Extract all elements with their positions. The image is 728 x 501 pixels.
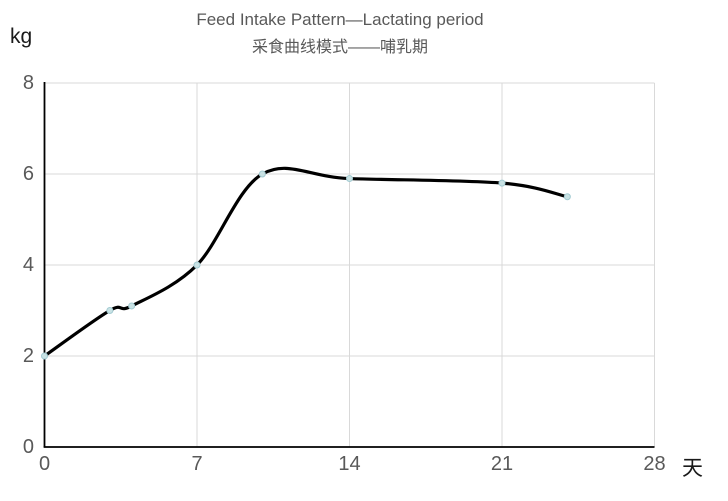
x-tick-label: 7 — [191, 453, 203, 475]
data-point-marker — [41, 352, 48, 360]
data-point-marker — [498, 179, 506, 187]
data-point-marker — [258, 170, 266, 178]
y-tick-label: 0 — [22, 436, 34, 458]
x-tick-label: 28 — [643, 453, 666, 475]
y-tick-label: 4 — [22, 254, 34, 276]
data-point-marker — [346, 175, 353, 183]
series-line — [42, 166, 569, 358]
x-tick-label: 14 — [338, 453, 361, 475]
y-tick-label: 2 — [22, 345, 34, 367]
x-tick-label: 21 — [490, 453, 514, 475]
chart-subtitle: 采食曲线模式——哺乳期 — [251, 39, 428, 56]
data-point-marker — [106, 307, 114, 314]
x-axis-unit-label: 天 — [682, 457, 703, 480]
y-tick-label: 8 — [22, 72, 34, 94]
data-point-marker — [193, 261, 201, 269]
data-point-marker — [128, 302, 136, 310]
x-tick-label: 0 — [38, 453, 51, 475]
y-axis-unit-label: kg — [10, 25, 33, 48]
y-tick-label: 6 — [22, 163, 34, 185]
chart-title: Feed Intake Pattern—Lactating period — [196, 10, 484, 29]
data-point-marker — [563, 193, 571, 201]
